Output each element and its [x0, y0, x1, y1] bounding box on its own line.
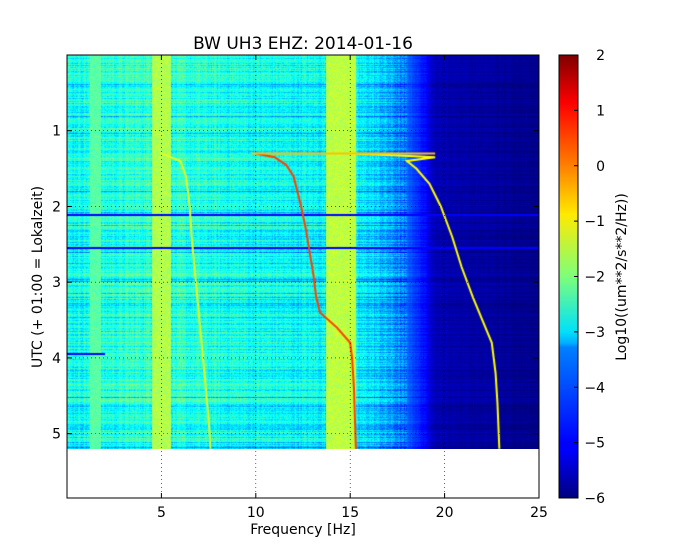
x-axis: 5 10 15 20 25	[157, 55, 548, 521]
grid	[67, 55, 540, 498]
colorbar-tick-label: −3	[584, 325, 605, 341]
x-axis-label: Frequency [Hz]	[250, 522, 356, 538]
colorbar-tick-label: −4	[584, 380, 605, 396]
plot-area	[67, 55, 539, 449]
colorbar-tick-label: 2	[596, 48, 605, 64]
y-tick-label: 5	[52, 427, 61, 443]
y-axis: 1 2 3 4 5	[52, 124, 539, 443]
y-axis-label: UTC (+ 01:00 = Lokalzeit)	[30, 186, 46, 368]
colorbar-tick-label: −6	[584, 491, 605, 507]
colorbar-tick-label: −2	[584, 270, 605, 286]
x-tick-label: 10	[247, 505, 265, 521]
y-tick-label: 1	[52, 124, 61, 140]
x-tick-label: 15	[341, 505, 359, 521]
colorbar-tick-label: −1	[584, 214, 605, 230]
y-tick-label: 3	[52, 275, 61, 291]
x-tick-label: 5	[157, 505, 166, 521]
colorbar-axis: 2 1 0 −1 −2 −3 −4 −5 −6	[574, 48, 605, 507]
x-tick-label: 25	[530, 505, 548, 521]
x-tick-label: 20	[436, 505, 454, 521]
spectrogram-image	[67, 55, 539, 449]
colorbar-tick-label: 1	[596, 103, 605, 119]
plot-frame	[66, 54, 540, 499]
y-tick-label: 2	[52, 199, 61, 215]
colorbar-tick-label: −5	[584, 436, 605, 452]
chart-title: BW UH3 EHZ: 2014-01-16	[193, 34, 413, 54]
colorbar-label: Log10((um**2/s**2/Hz))	[614, 193, 630, 361]
y-tick-label: 4	[52, 351, 61, 367]
colorbar-tick-label: 0	[596, 159, 605, 175]
